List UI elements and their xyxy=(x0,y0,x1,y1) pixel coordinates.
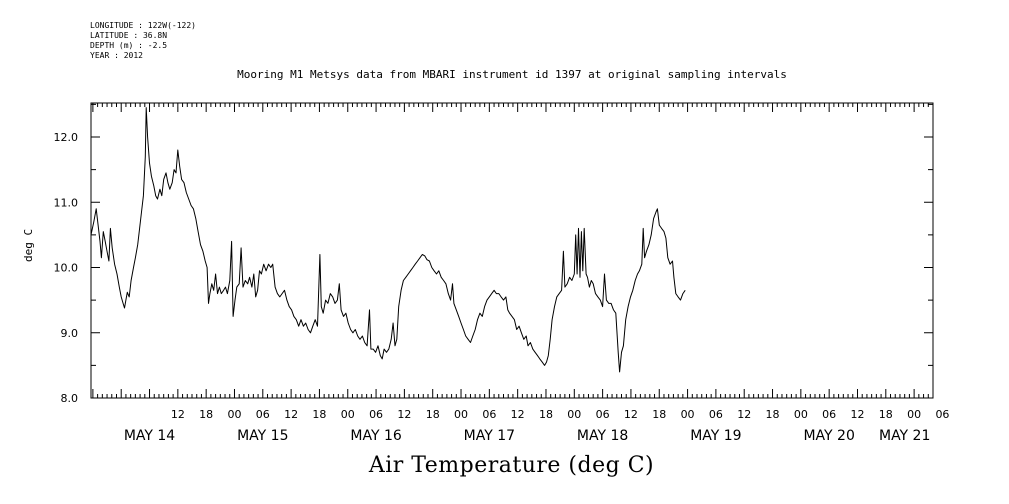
x-tick-label: 06 xyxy=(935,408,949,421)
x-tick-label: 00 xyxy=(341,408,355,421)
x-day-label: MAY 14 xyxy=(124,428,175,444)
y-tick-label: 10.0 xyxy=(54,262,79,275)
metadata-year: YEAR : 2012 xyxy=(90,51,143,60)
x-tick-label: 12 xyxy=(284,408,298,421)
x-axis-title: Air Temperature (deg C) xyxy=(368,453,655,478)
x-tick-label: 12 xyxy=(737,408,751,421)
y-tick-label: 8.0 xyxy=(61,392,79,405)
x-day-label: MAY 19 xyxy=(690,428,741,444)
series-line-0 xyxy=(90,107,686,373)
x-tick-label: 00 xyxy=(227,408,241,421)
chart-title: Mooring M1 Metsys data from MBARI instru… xyxy=(237,68,787,81)
y-tick-label: 12.0 xyxy=(54,131,79,144)
x-tick-label: 06 xyxy=(596,408,610,421)
x-tick-label: 12 xyxy=(171,408,185,421)
x-tick-label: 00 xyxy=(794,408,808,421)
x-tick-label: 12 xyxy=(397,408,411,421)
x-tick-label: 18 xyxy=(539,408,553,421)
metadata-latitude: LATITUDE : 36.8N xyxy=(90,31,168,40)
x-tick-label: 12 xyxy=(624,408,638,421)
x-tick-label: 18 xyxy=(199,408,213,421)
metadata-block: LONGITUDE : 122W(-122) LATITUDE : 36.8N … xyxy=(90,21,196,61)
x-tick-label: 18 xyxy=(312,408,326,421)
x-tick-label: 12 xyxy=(850,408,864,421)
y-tick-label: 9.0 xyxy=(61,327,79,340)
metadata-depth: DEPTH (m) : -2.5 xyxy=(90,41,168,50)
x-tick-label: 12 xyxy=(511,408,525,421)
x-tick-label: 00 xyxy=(681,408,695,421)
x-tick-label: 18 xyxy=(879,408,893,421)
x-day-label: MAY 20 xyxy=(803,428,854,444)
x-tick-label: 00 xyxy=(567,408,581,421)
x-tick-label: 06 xyxy=(822,408,836,421)
x-tick-label: 00 xyxy=(907,408,921,421)
x-day-label: MAY 21 xyxy=(879,428,930,444)
x-tick-label: 18 xyxy=(426,408,440,421)
x-tick-label: 18 xyxy=(652,408,666,421)
x-day-label: MAY 15 xyxy=(237,428,288,444)
x-day-label: MAY 16 xyxy=(350,428,401,444)
y-tick-label: 11.0 xyxy=(54,196,79,209)
x-tick-label: 06 xyxy=(482,408,496,421)
x-day-label: MAY 17 xyxy=(464,428,515,444)
x-day-label: MAY 18 xyxy=(577,428,628,444)
metadata-longitude: LONGITUDE : 122W(-122) xyxy=(90,21,196,30)
x-tick-label: 18 xyxy=(766,408,780,421)
x-tick-label: 00 xyxy=(454,408,468,421)
x-tick-label: 06 xyxy=(369,408,383,421)
plot-frame xyxy=(90,102,934,399)
x-tick-label: 06 xyxy=(709,408,723,421)
x-tick-label: 06 xyxy=(256,408,270,421)
